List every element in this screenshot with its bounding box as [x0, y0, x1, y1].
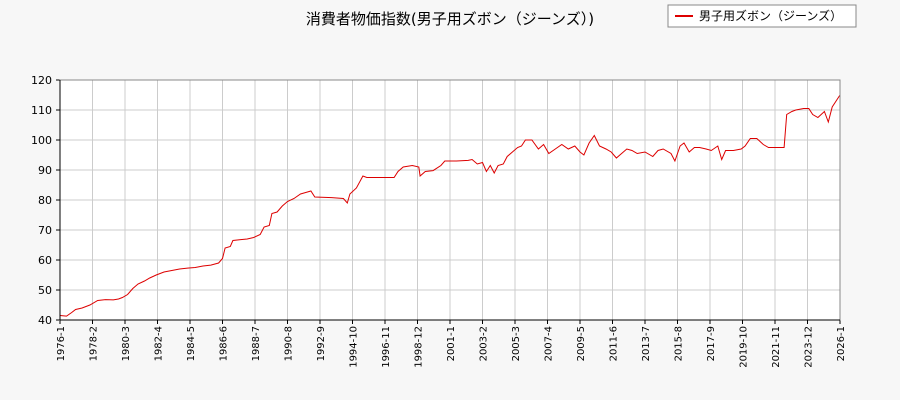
x-tick-label: 1994-10 — [349, 326, 360, 368]
y-tick-label: 50 — [38, 284, 52, 297]
x-tick-label: 1984-5 — [186, 326, 197, 361]
x-tick-label: 2011-6 — [609, 326, 620, 361]
x-tick-label: 2026-1 — [836, 326, 847, 361]
x-tick-label: 1986-6 — [219, 326, 230, 361]
series-line — [59, 94, 841, 317]
x-tick-label: 1998-12 — [414, 326, 425, 368]
plot-area: 40 50 60 70 80 90 100 110 120 1976-1 1978-2 1980-3 1… — [31, 74, 847, 368]
x-tick-label: 2019-10 — [739, 326, 750, 368]
x-tick-label: 1980-3 — [121, 326, 132, 361]
y-tick-label: 70 — [38, 224, 52, 237]
legend-label: 男子用ズボン（ジーンズ） — [699, 8, 842, 23]
x-tick-label: 2007-4 — [544, 326, 555, 361]
x-tick-label: 2001-1 — [446, 326, 457, 361]
x-tick-label: 2013-7 — [641, 326, 652, 361]
y-tick-label: 100 — [31, 134, 52, 147]
x-tick-label: 2023-12 — [804, 326, 815, 368]
x-tick-label: 1990-8 — [284, 326, 295, 361]
x-tick-label: 1976-1 — [56, 326, 67, 361]
x-tick-label: 2015-8 — [674, 326, 685, 361]
x-tick-label: 2003-2 — [479, 326, 490, 361]
x-tick-label: 1988-7 — [251, 326, 262, 361]
y-tick-label: 40 — [38, 314, 52, 327]
x-tick-label: 1996-11 — [381, 326, 392, 368]
y-tick-label: 60 — [38, 254, 52, 267]
y-tick-label: 80 — [38, 194, 52, 207]
chart-title: 消費者物価指数(男子用ズボン（ジーンズ）) — [306, 10, 594, 28]
x-tick-label: 2009-5 — [576, 326, 587, 361]
x-tick-label: 1992-9 — [316, 326, 327, 361]
legend-box — [667, 4, 857, 28]
x-tick-label: 2017-9 — [706, 326, 717, 361]
y-tick-label: 120 — [31, 74, 52, 87]
x-tick-label: 1982-4 — [154, 326, 165, 361]
legend: 男子用ズボン（ジーンズ） — [667, 4, 857, 28]
x-tick-label: 1978-2 — [89, 326, 100, 361]
y-tick-label: 90 — [38, 164, 52, 177]
y-tick-label: 110 — [31, 104, 52, 117]
x-tick-label: 2021-11 — [771, 326, 782, 368]
x-tick-label: 2005-3 — [511, 326, 522, 361]
